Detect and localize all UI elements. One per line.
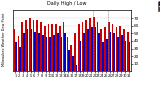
Bar [100, 29, 102, 71]
Bar [104, 27, 106, 71]
Bar [98, 33, 100, 71]
Bar [97, 22, 98, 71]
Bar [46, 37, 47, 71]
Bar [123, 29, 125, 71]
Bar [127, 32, 129, 71]
Bar [36, 20, 38, 71]
Bar [89, 18, 91, 71]
Bar [72, 56, 74, 71]
Legend: Low, High: Low, High [158, 1, 160, 11]
Bar [116, 27, 117, 71]
Bar [82, 22, 83, 71]
Bar [119, 26, 121, 71]
Bar [64, 33, 66, 71]
Bar [108, 22, 110, 71]
Text: Milwaukee Weather Dew Point: Milwaukee Weather Dew Point [2, 12, 6, 66]
Bar [55, 24, 57, 71]
Bar [57, 33, 59, 71]
Bar [63, 22, 64, 71]
Bar [70, 45, 72, 71]
Bar [93, 17, 95, 71]
Bar [15, 42, 17, 71]
Bar [106, 39, 108, 71]
Bar [117, 37, 119, 71]
Bar [129, 42, 130, 71]
Bar [83, 33, 85, 71]
Bar [67, 37, 68, 71]
Bar [14, 29, 15, 71]
Bar [33, 20, 34, 71]
Bar [42, 35, 44, 71]
Bar [19, 47, 21, 71]
Bar [68, 50, 70, 71]
Bar [102, 42, 104, 71]
Bar [25, 20, 27, 71]
Bar [61, 37, 62, 71]
Bar [49, 37, 51, 71]
Bar [91, 27, 92, 71]
Bar [125, 41, 127, 71]
Bar [95, 27, 96, 71]
Bar [59, 26, 61, 71]
Bar [44, 26, 46, 71]
Bar [27, 29, 28, 71]
Bar [121, 35, 123, 71]
Text: Daily High / Low: Daily High / Low [48, 1, 87, 6]
Bar [110, 32, 111, 71]
Bar [112, 24, 113, 71]
Bar [40, 22, 42, 71]
Bar [38, 33, 40, 71]
Bar [76, 65, 77, 71]
Bar [80, 41, 81, 71]
Bar [48, 24, 49, 71]
Bar [78, 24, 80, 71]
Bar [23, 33, 25, 71]
Bar [74, 33, 76, 71]
Bar [52, 24, 53, 71]
Bar [34, 32, 36, 71]
Bar [113, 33, 115, 71]
Bar [17, 36, 19, 71]
Bar [53, 35, 55, 71]
Bar [85, 20, 87, 71]
Bar [29, 18, 31, 71]
Bar [21, 22, 23, 71]
Bar [31, 29, 32, 71]
Bar [87, 29, 89, 71]
